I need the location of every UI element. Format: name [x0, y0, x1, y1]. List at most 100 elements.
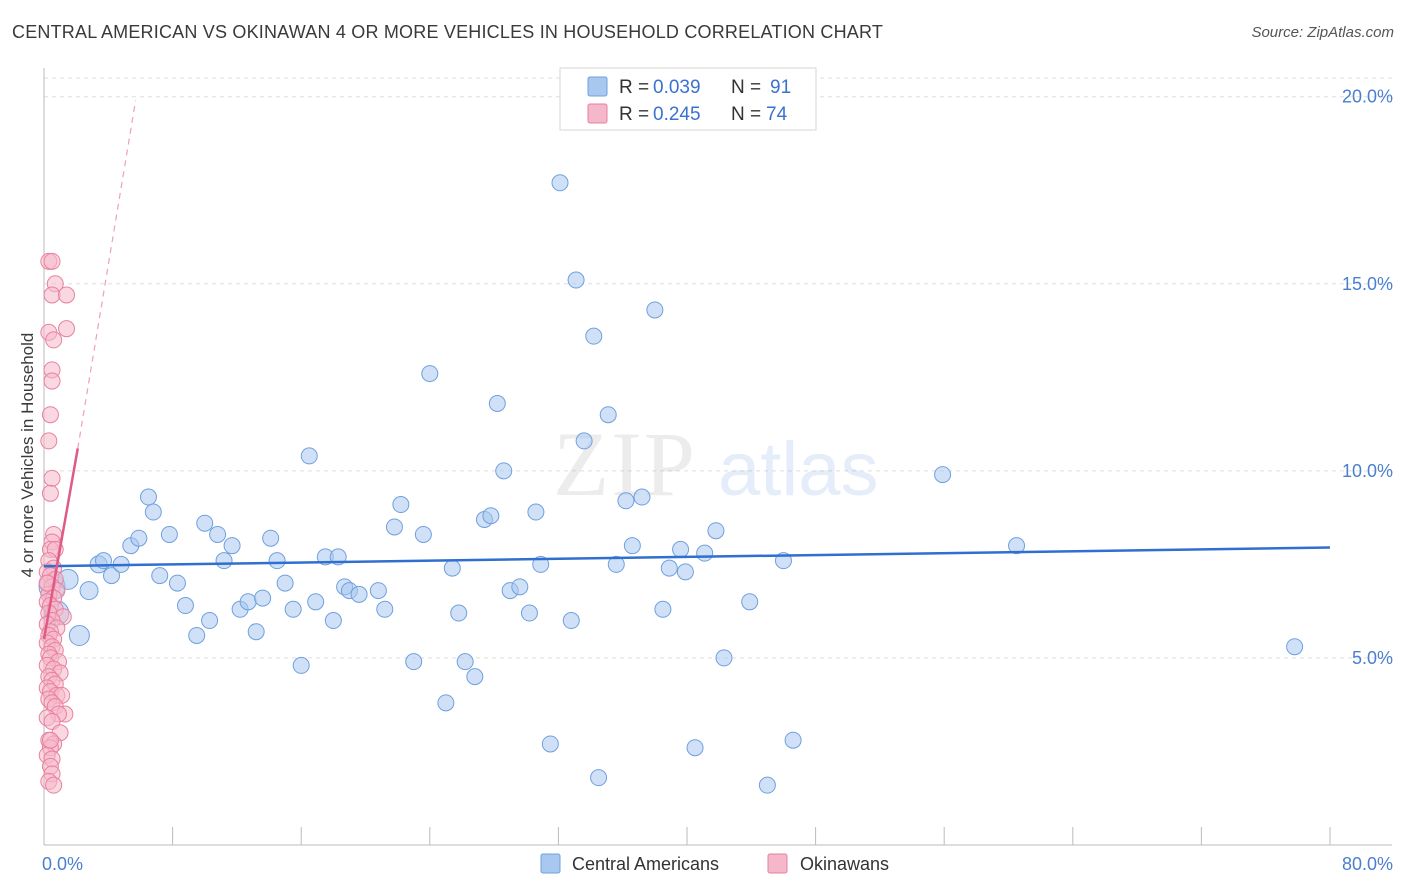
- legend-r-label-blue: R =: [619, 77, 649, 98]
- trend-line-okinawans-extension: [77, 100, 137, 449]
- central-americans-point-78: [686, 739, 704, 757]
- central-americans-point-3: [68, 624, 90, 646]
- central-americans-point-13: [151, 567, 169, 585]
- central-americans-point-11: [139, 488, 157, 506]
- central-americans-point-19: [201, 612, 219, 630]
- bottom-legend-swatch-pink: [767, 853, 788, 874]
- central-americans-point-54: [488, 395, 506, 413]
- central-americans-point-83: [758, 776, 776, 794]
- central-americans-point-55: [495, 462, 513, 480]
- x-tick-label-1: 80.0%: [1342, 854, 1393, 874]
- okinawans-point-7: [45, 331, 63, 349]
- central-americans-point-72: [633, 488, 651, 506]
- central-americans-point-60: [532, 555, 550, 573]
- y-tick-labels: 5.0% 10.0% 15.0% 20.0%: [1342, 87, 1393, 668]
- central-americans-point-14: [160, 525, 178, 543]
- legend-n-label-pink: N =: [731, 104, 761, 125]
- central-americans-point-46: [421, 365, 439, 383]
- central-americans-point-43: [392, 496, 410, 514]
- x-tick-labels: 0.0% 80.0%: [42, 854, 1393, 874]
- chart-title: CENTRAL AMERICAN VS OKINAWAN 4 OR MORE V…: [12, 22, 884, 42]
- central-americans-point-57: [511, 578, 529, 596]
- okinawans-point-11: [40, 432, 58, 450]
- central-americans-point-58: [520, 604, 538, 622]
- series-central-americans: [38, 174, 1304, 794]
- central-americans-point-45: [414, 525, 432, 543]
- y-tick-label-0: 5.0%: [1352, 648, 1393, 668]
- legend-swatch-blue: [587, 76, 608, 97]
- central-americans-point-63: [562, 612, 580, 630]
- central-americans-point-59: [527, 503, 545, 521]
- legend-swatch-pink: [587, 103, 608, 124]
- legend-n-value-pink: 74: [766, 104, 788, 125]
- bottom-legend: Central Americans Okinawans: [540, 853, 889, 874]
- watermark: ZIP atlas: [553, 413, 879, 515]
- legend-n-value-blue: 91: [770, 77, 791, 98]
- central-americans-point-31: [292, 656, 310, 674]
- okinawans-point-12: [43, 469, 61, 487]
- central-americans-point-27: [262, 529, 280, 547]
- central-americans-point-64: [567, 271, 585, 289]
- central-americans-point-7: [103, 567, 121, 585]
- central-americans-point-24: [239, 593, 257, 611]
- central-americans-point-65: [575, 432, 593, 450]
- central-americans-point-20: [209, 525, 227, 543]
- watermark-atlas: atlas: [718, 427, 879, 512]
- central-americans-point-85: [784, 731, 802, 749]
- central-americans-point-82: [741, 593, 759, 611]
- central-americans-point-28: [268, 552, 286, 570]
- legend-r-value-pink: 0.245: [653, 104, 701, 125]
- central-americans-point-32: [300, 447, 318, 465]
- central-americans-point-26: [254, 589, 272, 607]
- y-tick-label-2: 15.0%: [1342, 274, 1393, 294]
- central-americans-point-70: [617, 492, 635, 510]
- okinawans-point-73: [38, 574, 56, 592]
- legend-n-label-blue: N =: [731, 77, 761, 98]
- grid-lines: [44, 77, 1392, 659]
- trend-lines: [42, 100, 1331, 640]
- okinawans-point-3: [43, 286, 61, 304]
- central-americans-point-40: [369, 582, 387, 600]
- central-americans-point-39: [350, 585, 368, 603]
- central-americans-point-18: [196, 514, 214, 532]
- source-label: Source: ZipAtlas.com: [1251, 24, 1394, 41]
- central-americans-point-33: [307, 593, 325, 611]
- central-americans-point-88: [1286, 638, 1304, 656]
- y-tick-label-1: 10.0%: [1342, 461, 1393, 481]
- central-americans-point-42: [385, 518, 403, 536]
- central-americans-point-47: [437, 694, 455, 712]
- central-americans-point-53: [482, 507, 500, 525]
- bottom-legend-swatch-blue: [540, 853, 561, 874]
- central-americans-point-25: [247, 623, 265, 641]
- central-americans-point-87: [1008, 537, 1026, 555]
- central-americans-point-22: [223, 537, 241, 555]
- central-americans-point-35: [324, 612, 342, 630]
- central-americans-point-73: [646, 301, 664, 319]
- trend-line-central-americans: [43, 546, 1331, 568]
- central-americans-point-30: [284, 600, 302, 618]
- central-americans-point-76: [672, 540, 690, 558]
- central-americans-point-29: [276, 574, 294, 592]
- central-americans-point-16: [176, 597, 194, 615]
- y-tick-label-3: 20.0%: [1342, 87, 1393, 107]
- central-americans-point-51: [466, 668, 484, 686]
- central-americans-point-66: [585, 327, 603, 345]
- central-americans-point-77: [676, 563, 694, 581]
- trend-line-okinawans: [42, 448, 79, 640]
- central-americans-point-50: [456, 653, 474, 671]
- central-americans-point-79: [696, 544, 714, 562]
- central-americans-point-75: [660, 559, 678, 577]
- central-americans-point-44: [405, 653, 423, 671]
- bottom-legend-label-pink: Okinawans: [800, 854, 889, 874]
- central-americans-point-49: [450, 604, 468, 622]
- x-tick-label-0: 0.0%: [42, 854, 83, 874]
- central-americans-point-68: [599, 406, 617, 424]
- central-americans-point-67: [590, 769, 608, 787]
- legend-r-value-blue: 0.039: [653, 77, 701, 98]
- central-americans-point-86: [934, 466, 952, 484]
- okinawans-point-72: [41, 731, 59, 749]
- okinawans-point-13: [41, 484, 59, 502]
- central-americans-point-69: [607, 555, 625, 573]
- legend-r-label-pink: R =: [619, 104, 649, 125]
